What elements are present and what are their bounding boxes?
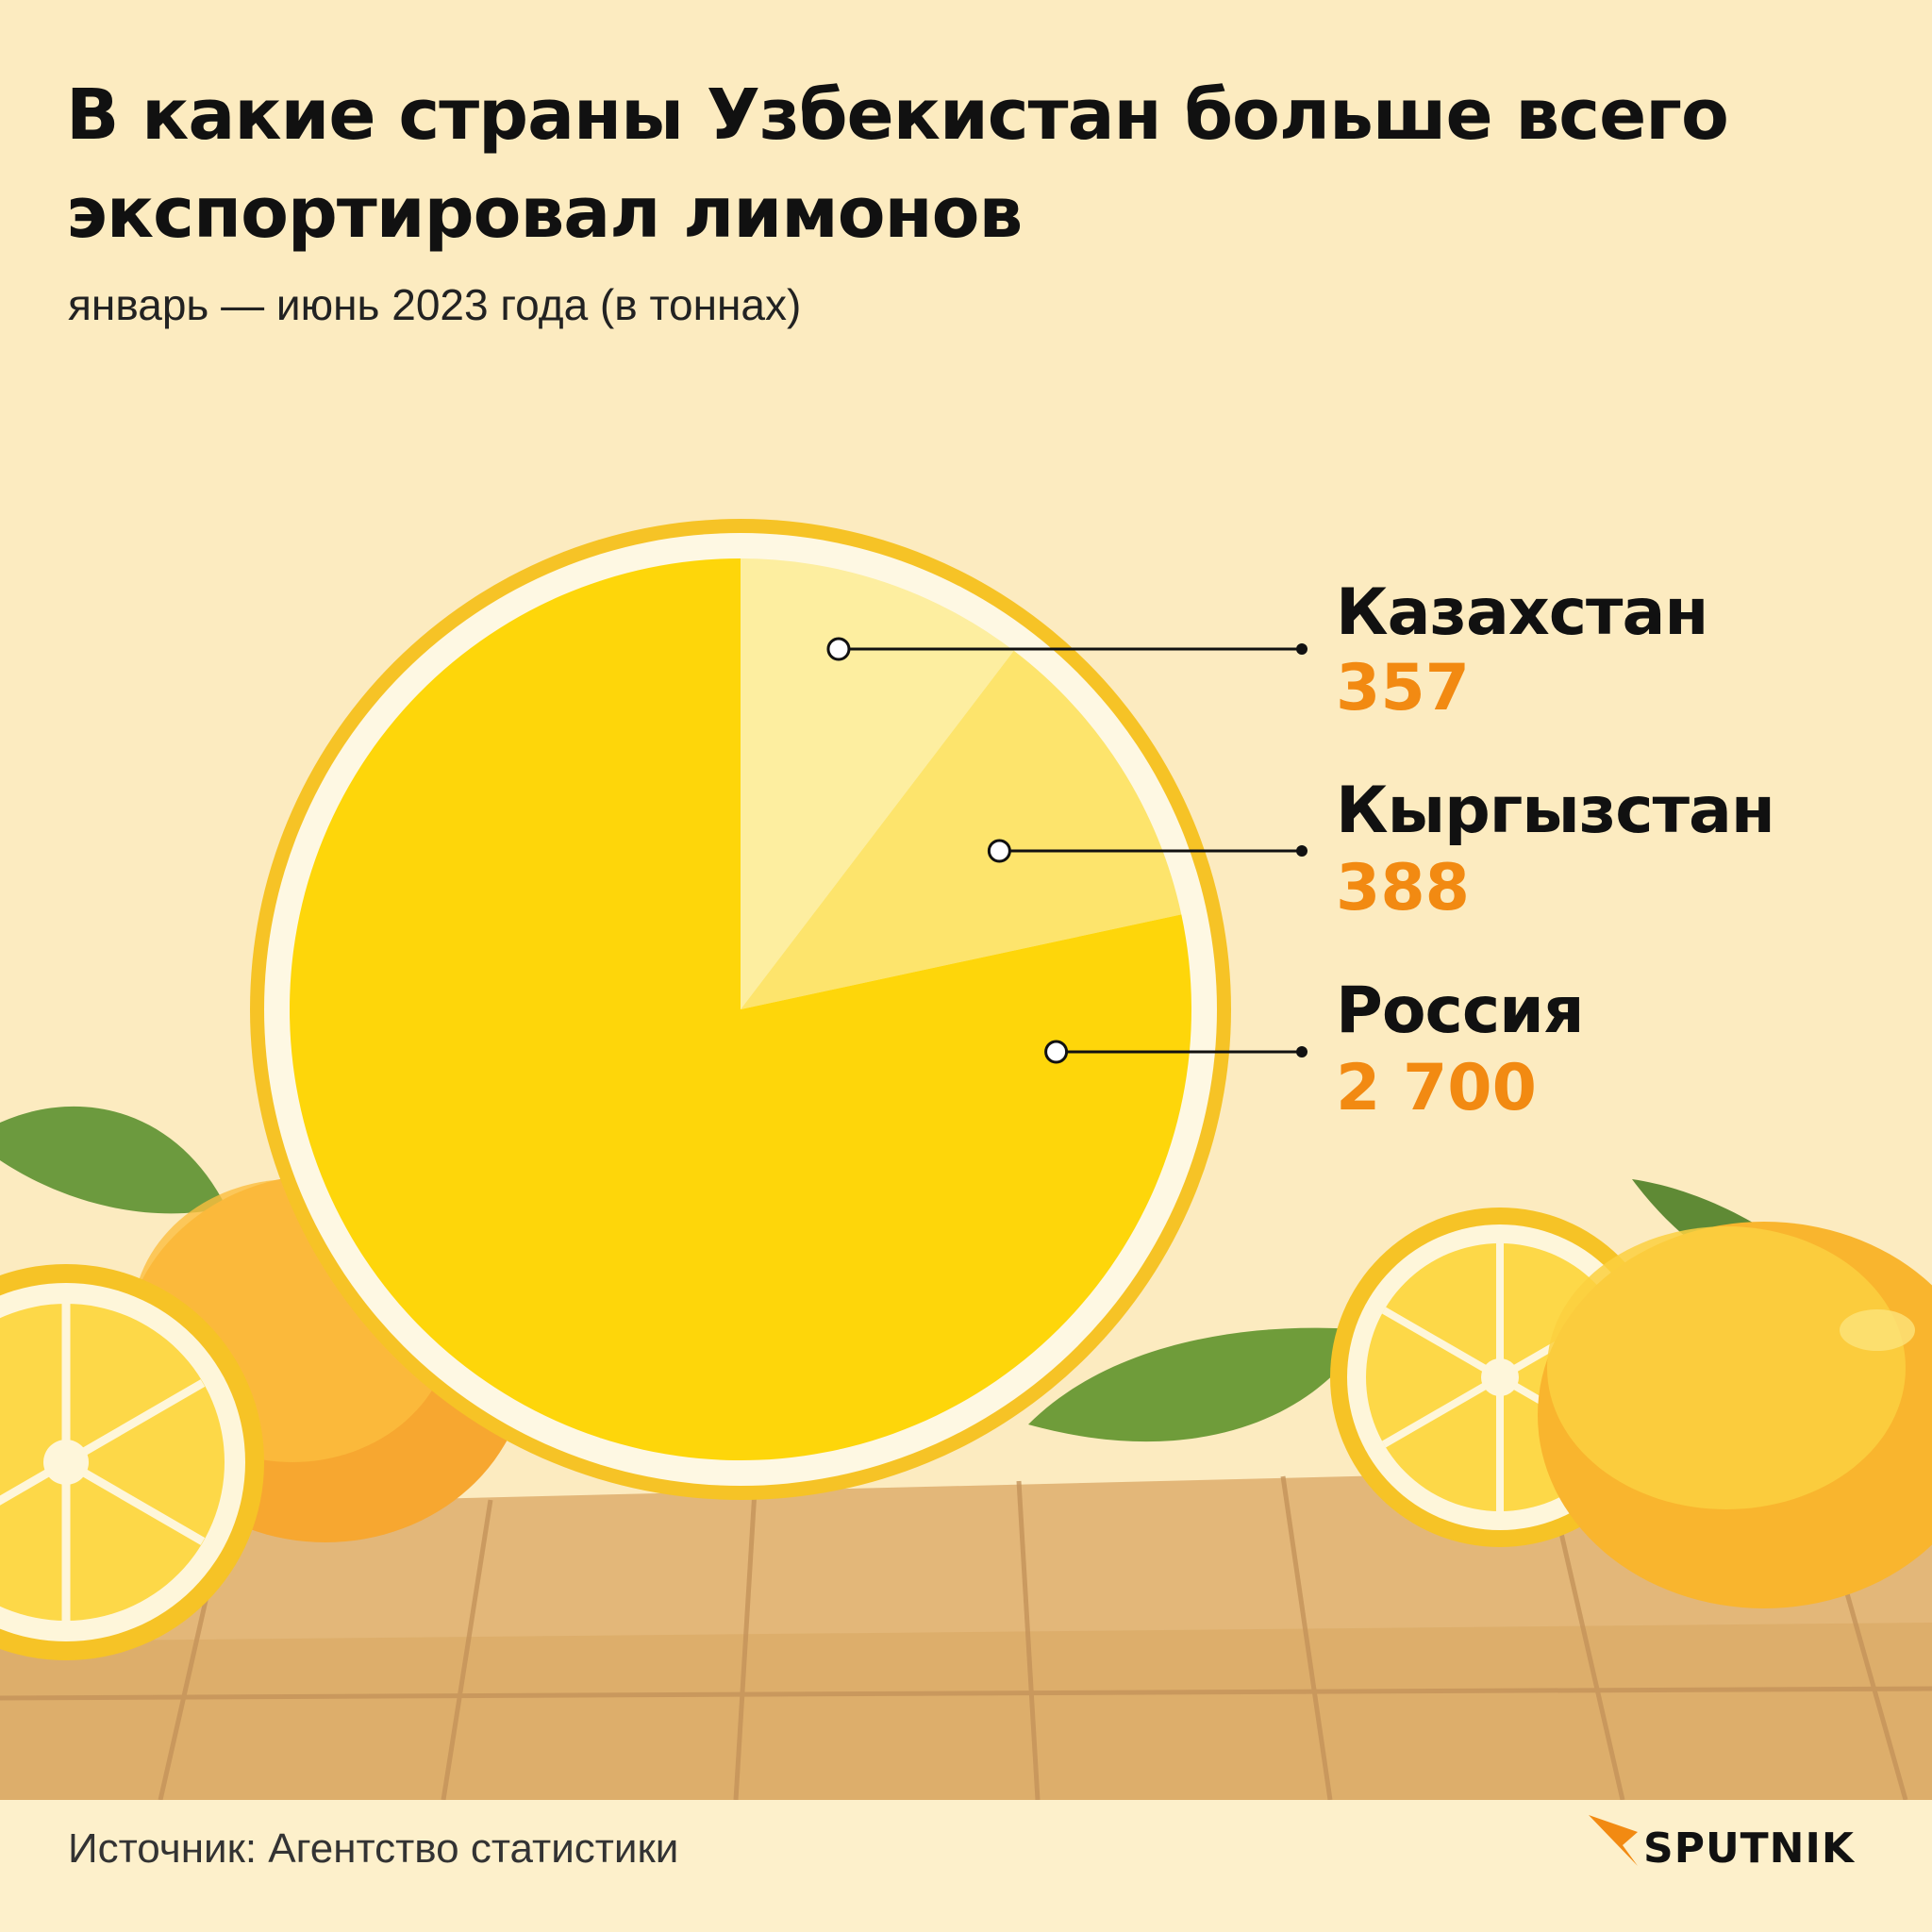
pie-slices	[290, 558, 1192, 1461]
leaf-left	[0, 1106, 226, 1214]
leader-end-1	[1296, 643, 1307, 655]
chart-title: В какие страны Узбекистан больше всего э…	[66, 75, 1729, 254]
source-note: Источник: Агентство статистики	[68, 1825, 679, 1872]
pie-slice-2	[741, 650, 1182, 1009]
label-country-kazakhstan: Казахстан	[1336, 575, 1708, 650]
leader-anchor-1	[826, 637, 851, 661]
leader-anchor-2	[987, 839, 1011, 863]
label-value-russia: 2 700	[1336, 1051, 1537, 1125]
leader-end-2	[1296, 845, 1307, 857]
lemon-slice-left	[0, 1264, 264, 1660]
label-value-kyrgyzstan: 388	[1336, 851, 1470, 925]
label-value-kazakhstan: 357	[1336, 651, 1470, 725]
label-country-russia: Россия	[1336, 974, 1584, 1048]
leaf-middle	[1028, 1327, 1368, 1442]
chart-subtitle: январь — июнь 2023 года (в тоннах)	[68, 280, 802, 329]
brand-logo-text: SPUTNIK	[1643, 1824, 1855, 1873]
leader-anchor-3	[1044, 1040, 1069, 1064]
leader-end-3	[1296, 1046, 1307, 1058]
pie-leader-lines	[826, 637, 1307, 1064]
pie-slice-3	[290, 558, 1192, 1461]
sputnik-logo-icon	[1589, 1815, 1638, 1866]
label-country-kyrgyzstan: Кыргызстан	[1336, 774, 1775, 848]
footer-bar	[0, 1800, 1932, 1932]
pie-slice-1	[741, 558, 1014, 1009]
